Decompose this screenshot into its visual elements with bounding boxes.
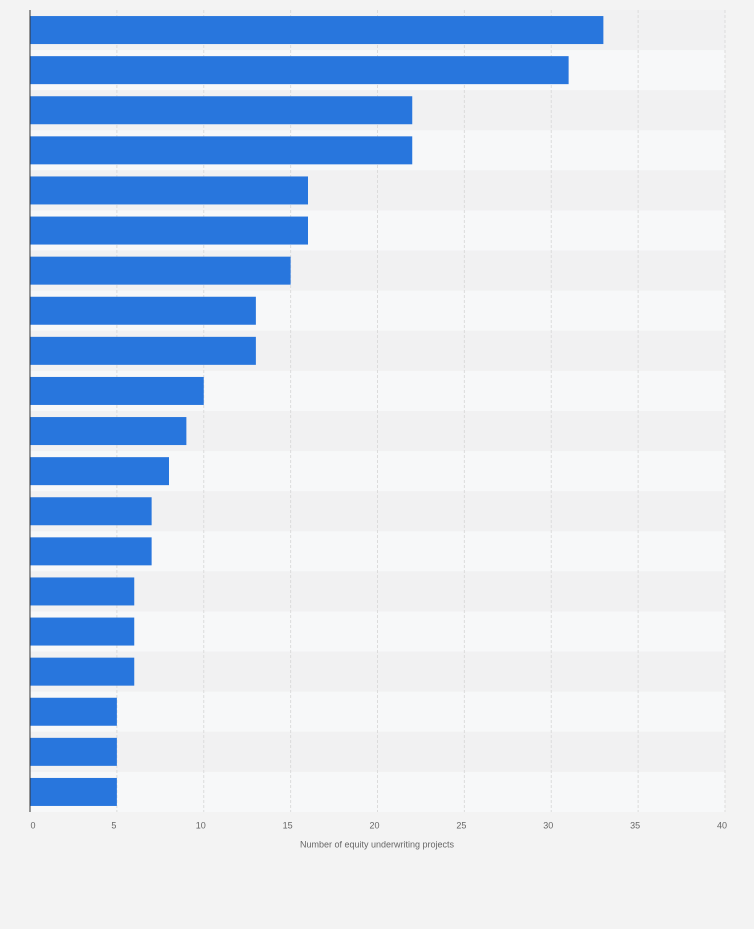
bar — [30, 336, 256, 365]
bar — [30, 256, 291, 285]
x-tick-label: 15 — [283, 820, 293, 830]
x-tick-label: 20 — [369, 820, 379, 830]
bar — [30, 296, 256, 325]
bar — [30, 417, 187, 446]
bar — [30, 216, 308, 245]
bar — [30, 176, 308, 205]
bar — [30, 777, 117, 806]
x-tick-label: 10 — [196, 820, 206, 830]
x-axis-label: Number of equity underwriting projects — [300, 839, 455, 849]
bar — [30, 737, 117, 766]
bar — [30, 697, 117, 726]
bar — [30, 376, 204, 405]
x-tick-label: 0 — [30, 820, 35, 830]
bar — [30, 537, 152, 566]
bar — [30, 16, 604, 45]
bar — [30, 657, 135, 686]
x-tick-label: 40 — [717, 820, 727, 830]
bar — [30, 457, 169, 486]
bar — [30, 56, 569, 85]
bar — [30, 497, 152, 526]
bar — [30, 136, 413, 165]
bar — [30, 96, 413, 125]
bar — [30, 577, 135, 606]
bar — [30, 617, 135, 646]
x-tick-label: 30 — [543, 820, 553, 830]
x-tick-label: 5 — [111, 820, 116, 830]
x-tick-label: 25 — [456, 820, 466, 830]
x-tick-label: 35 — [630, 820, 640, 830]
